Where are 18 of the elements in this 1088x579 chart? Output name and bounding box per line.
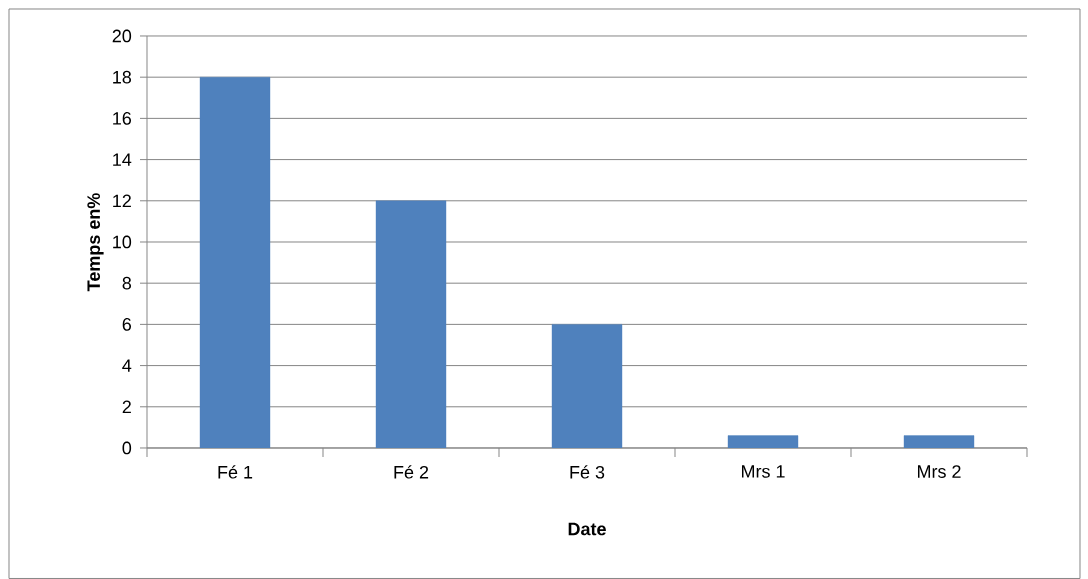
y-tick-label: 14 [113, 153, 132, 166]
y-tick-label: 4 [122, 359, 132, 372]
x-tick-label: Mrs 2 [917, 465, 961, 478]
y-tick-label: 16 [113, 112, 132, 125]
y-tick-label: 0 [122, 441, 132, 455]
x-tick-label: Fé 2 [394, 465, 429, 479]
x-tick-label: Fé 3 [570, 465, 605, 479]
y-tick-label: 10 [113, 235, 132, 249]
y-axis-title: Temps en% [87, 193, 104, 292]
y-tick-label: 18 [113, 70, 132, 84]
x-tick-label: Fé 1 [218, 465, 253, 479]
y-tick-label: 8 [122, 276, 132, 290]
y-tick-label: 6 [122, 318, 132, 331]
x-tick-label: Mrs 1 [741, 465, 785, 478]
x-axis-title: Date [568, 522, 606, 536]
y-tick-label: 12 [113, 194, 131, 208]
y-tick-label: 20 [112, 29, 132, 43]
y-tick-label: 2 [122, 400, 131, 414]
